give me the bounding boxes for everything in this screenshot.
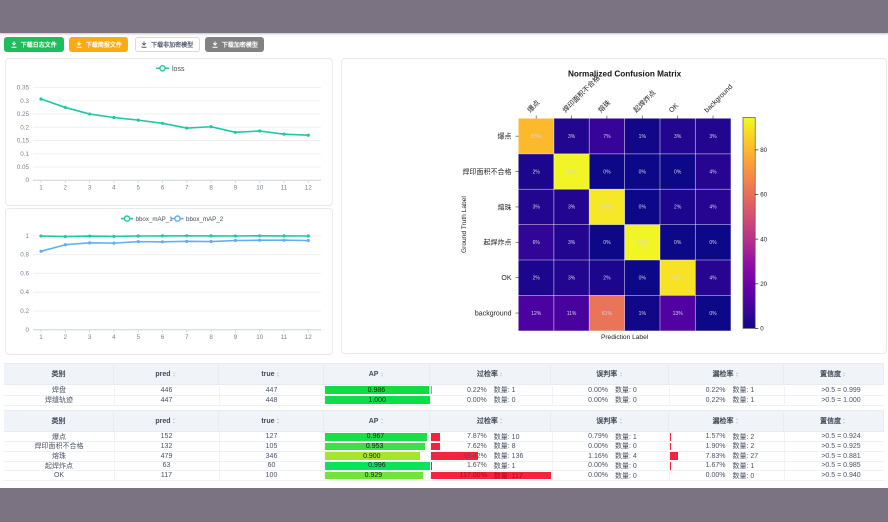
svg-text:9: 9 [234, 334, 238, 341]
svg-text:background: background [475, 310, 512, 317]
svg-text:3: 3 [88, 334, 92, 341]
svg-text:焊印面积不合格: 焊印面积不合格 [463, 167, 512, 176]
svg-text:焊印面积不合格: 焊印面积不合格 [561, 73, 602, 114]
svg-text:13%: 13% [673, 311, 684, 317]
svg-text:Prediction Label: Prediction Label [601, 334, 649, 341]
svg-text:40: 40 [760, 236, 767, 243]
svg-text:60: 60 [760, 192, 767, 199]
svg-text:93%: 93% [567, 169, 578, 175]
svg-text:2%: 2% [603, 275, 611, 281]
svg-text:12: 12 [305, 334, 313, 341]
svg-text:0%: 0% [603, 240, 611, 246]
svg-text:0%: 0% [639, 275, 647, 281]
svg-text:0%: 0% [709, 311, 717, 317]
svg-text:0: 0 [25, 177, 29, 184]
svg-text:1: 1 [25, 233, 29, 240]
svg-text:4%: 4% [709, 205, 717, 211]
svg-text:爆点: 爆点 [498, 132, 512, 141]
svg-text:0: 0 [760, 326, 764, 333]
svg-text:0.1: 0.1 [20, 151, 29, 158]
svg-text:8: 8 [209, 185, 213, 192]
svg-text:3%: 3% [533, 205, 541, 211]
svg-text:9: 9 [234, 185, 238, 192]
svg-text:爆点: 爆点 [525, 98, 541, 114]
svg-text:0.05: 0.05 [17, 164, 30, 171]
svg-text:7: 7 [185, 185, 189, 192]
svg-text:12%: 12% [531, 311, 542, 317]
svg-text:8: 8 [209, 334, 213, 341]
svg-text:2: 2 [64, 334, 68, 341]
svg-text:20: 20 [760, 281, 767, 288]
svg-text:1: 1 [39, 185, 43, 192]
svg-text:0%: 0% [639, 205, 647, 211]
svg-text:loss: loss [172, 66, 185, 73]
svg-text:4%: 4% [709, 275, 717, 281]
svg-text:3: 3 [88, 185, 92, 192]
svg-text:Normalized Confusion Matrix: Normalized Confusion Matrix [568, 70, 682, 79]
svg-text:0.2: 0.2 [20, 124, 29, 131]
svg-text:熔珠: 熔珠 [498, 202, 512, 211]
svg-text:0%: 0% [674, 169, 682, 175]
svg-text:3%: 3% [568, 240, 576, 246]
svg-text:7: 7 [185, 334, 189, 341]
svg-text:7%: 7% [603, 134, 611, 140]
svg-text:OK: OK [668, 102, 680, 114]
svg-text:11: 11 [281, 334, 288, 341]
svg-text:0: 0 [25, 327, 29, 334]
svg-text:3%: 3% [674, 134, 682, 140]
svg-text:OK: OK [501, 275, 511, 282]
svg-text:熔珠: 熔珠 [596, 98, 612, 114]
svg-text:0.3: 0.3 [20, 98, 29, 105]
svg-text:2%: 2% [674, 205, 682, 211]
svg-text:bbox_mAP_2: bbox_mAP_2 [186, 216, 224, 223]
svg-text:6: 6 [161, 334, 165, 341]
svg-text:0.4: 0.4 [20, 289, 29, 296]
svg-text:0.25: 0.25 [17, 111, 30, 118]
svg-text:61%: 61% [602, 311, 613, 317]
svg-text:3%: 3% [709, 134, 717, 140]
svg-text:11%: 11% [567, 311, 577, 317]
svg-text:0%: 0% [603, 169, 611, 175]
svg-text:background: background [703, 84, 734, 115]
svg-text:5: 5 [136, 185, 140, 192]
svg-text:10: 10 [256, 334, 264, 341]
svg-text:2%: 2% [533, 169, 541, 175]
svg-text:4: 4 [112, 334, 116, 341]
svg-text:0.15: 0.15 [17, 138, 30, 145]
svg-text:89%: 89% [673, 275, 684, 281]
svg-text:3%: 3% [568, 205, 576, 211]
svg-text:2: 2 [64, 185, 68, 192]
svg-text:Ground Truth Label: Ground Truth Label [461, 196, 468, 253]
svg-text:0%: 0% [674, 240, 682, 246]
svg-text:5: 5 [136, 334, 140, 341]
svg-text:0%: 0% [709, 240, 717, 246]
svg-text:12: 12 [305, 185, 313, 192]
svg-text:0.8: 0.8 [20, 252, 29, 259]
svg-text:2%: 2% [533, 275, 541, 281]
svg-text:3%: 3% [568, 275, 576, 281]
svg-text:93%: 93% [637, 240, 648, 246]
svg-text:0%: 0% [639, 169, 647, 175]
svg-text:80: 80 [760, 147, 767, 154]
svg-text:1: 1 [39, 334, 43, 341]
svg-text:1%: 1% [639, 311, 647, 317]
svg-text:4: 4 [112, 185, 116, 192]
svg-text:6%: 6% [533, 240, 541, 246]
svg-text:3%: 3% [568, 134, 576, 140]
svg-text:起焊炸点: 起焊炸点 [631, 88, 657, 114]
svg-text:0.35: 0.35 [17, 85, 30, 92]
svg-text:6: 6 [161, 185, 165, 192]
svg-text:90%: 90% [602, 205, 613, 211]
svg-text:4%: 4% [709, 169, 717, 175]
svg-text:10: 10 [256, 185, 264, 192]
svg-text:bbox_mAP_1: bbox_mAP_1 [136, 216, 174, 223]
svg-text:83%: 83% [531, 134, 542, 140]
svg-text:0.6: 0.6 [20, 270, 29, 277]
svg-text:11: 11 [281, 185, 288, 192]
svg-text:0.2: 0.2 [20, 308, 29, 315]
svg-text:起焊炸点: 起焊炸点 [484, 238, 512, 247]
svg-text:1%: 1% [639, 134, 647, 140]
